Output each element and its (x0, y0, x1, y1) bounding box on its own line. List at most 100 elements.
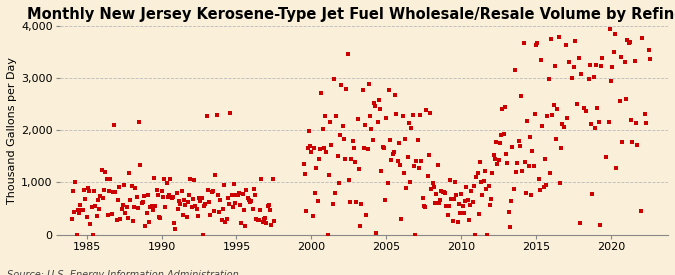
Point (346, 157, 357, 161)
Point (311, 166, 322, 170)
Point (217, 207, 228, 211)
Point (426, 186, 437, 191)
Point (645, 57, 655, 61)
Point (460, 199, 470, 203)
Point (588, 75, 599, 79)
Point (122, 205, 132, 210)
Point (578, 106, 589, 110)
Point (128, 219, 138, 223)
Point (244, 197, 254, 202)
Point (547, 113, 558, 117)
Point (527, 149, 538, 153)
Point (497, 107, 508, 111)
Point (257, 219, 268, 224)
Point (414, 113, 425, 117)
Point (637, 35, 648, 40)
Point (145, 205, 156, 209)
Point (457, 204, 468, 208)
Point (238, 192, 248, 196)
Point (510, 68, 520, 72)
Point (238, 208, 249, 213)
Point (147, 208, 158, 212)
Point (433, 201, 444, 205)
Point (551, 137, 562, 141)
Point (88, 232, 99, 237)
Point (533, 177, 544, 181)
Point (597, 56, 608, 60)
Point (627, 140, 638, 144)
Point (109, 122, 119, 127)
Point (313, 199, 323, 204)
Point (325, 120, 335, 124)
Text: Source: U.S. Energy Information Administration: Source: U.S. Energy Information Administ… (7, 271, 238, 275)
Point (420, 205, 431, 209)
Point (636, 208, 647, 213)
Point (500, 105, 510, 109)
Y-axis label: Thousand Gallons per Day: Thousand Gallons per Day (7, 57, 17, 204)
Point (464, 203, 475, 207)
Point (431, 192, 441, 196)
Point (537, 123, 548, 128)
Point (362, 147, 373, 151)
Point (573, 56, 584, 60)
Point (351, 200, 362, 204)
Point (536, 58, 547, 62)
Point (350, 160, 360, 164)
Point (306, 150, 317, 155)
Point (169, 220, 180, 225)
Point (543, 76, 554, 81)
Point (567, 76, 578, 81)
Point (632, 143, 643, 147)
Point (132, 206, 143, 210)
Point (186, 205, 197, 209)
Point (447, 219, 458, 224)
Point (241, 188, 252, 192)
Point (261, 221, 272, 226)
Point (247, 206, 258, 211)
Point (538, 185, 549, 189)
Point (417, 196, 428, 200)
Point (140, 224, 151, 228)
Point (599, 0, 610, 1)
Point (360, 123, 371, 128)
Point (205, 212, 216, 217)
Point (85, 221, 96, 226)
Point (496, 133, 507, 137)
Point (191, 207, 202, 211)
Point (506, 199, 516, 204)
Point (113, 184, 124, 189)
Point (313, 157, 324, 162)
Point (466, 189, 477, 194)
Point (105, 176, 116, 181)
Point (148, 176, 159, 181)
Point (197, 232, 208, 237)
Point (104, 189, 115, 193)
Point (617, 139, 628, 144)
Point (319, 146, 329, 150)
Point (495, 141, 506, 145)
Point (155, 216, 166, 220)
Point (487, 170, 498, 175)
Point (587, 192, 598, 196)
Point (641, 121, 651, 125)
Point (516, 94, 526, 98)
Point (68, 189, 78, 193)
Point (475, 160, 485, 164)
Point (159, 177, 169, 182)
Point (576, 72, 587, 76)
Point (563, 59, 574, 64)
Point (356, 202, 367, 206)
Point (396, 216, 407, 221)
Point (134, 120, 144, 124)
Point (441, 204, 452, 208)
Point (630, 59, 641, 63)
Point (126, 184, 137, 188)
Point (182, 200, 193, 204)
Point (367, 138, 378, 142)
Point (570, 39, 580, 43)
Point (488, 153, 499, 157)
Point (315, 147, 325, 151)
Point (623, 41, 634, 45)
Point (535, 188, 545, 192)
Point (348, 145, 359, 150)
